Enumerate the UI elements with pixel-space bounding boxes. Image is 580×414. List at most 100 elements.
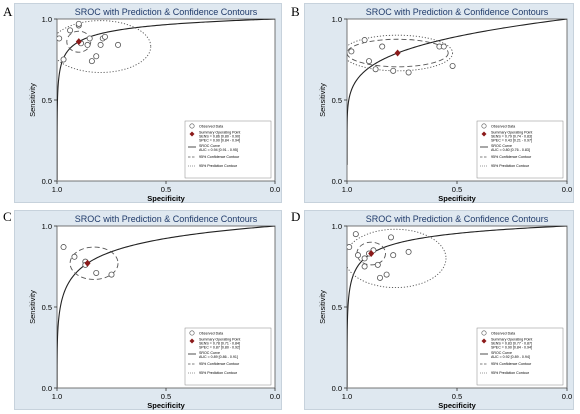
legend-box — [184, 327, 272, 386]
observed-point — [57, 35, 63, 42]
confidence-contour — [66, 30, 92, 53]
legend-auc-value: AUC = 0.89 [0.86 - 0.91] — [199, 355, 238, 359]
legend: Observed Data Summary Operating PointSENS… — [476, 120, 564, 179]
observed-point — [97, 41, 104, 48]
observed-point — [361, 263, 368, 270]
y-axis-label: Sensitivity — [318, 83, 327, 117]
panel-letter-d: D — [291, 209, 301, 224]
observed-point — [115, 41, 122, 48]
observed-point — [366, 58, 373, 65]
observed-point — [440, 43, 447, 50]
legend-box — [476, 327, 564, 386]
legend-box — [476, 120, 564, 179]
prediction-contour — [347, 34, 454, 72]
chart-title: SROC with Prediction & Confidence Contou… — [75, 214, 258, 224]
legend: Observed Data Summary Operating PointSENS… — [184, 327, 272, 386]
legend-summary-label: Summary Operating Point — [199, 131, 240, 135]
x-tick-label: 1.0 — [52, 392, 62, 401]
legend-sroc-label: SROC Curve — [199, 144, 220, 148]
legend-observed-symbol — [481, 123, 487, 129]
y-tick-label: 0.0 — [42, 384, 52, 393]
observed-point — [60, 244, 67, 251]
y-tick-label: 0.5 — [42, 303, 52, 312]
legend-spec-value: SPEC = 0.43 [0.21 - 0.97] — [491, 139, 532, 143]
x-tick-label: 0.5 — [161, 392, 171, 401]
y-tick-label: 0.0 — [42, 177, 52, 186]
legend-summary-symbol — [189, 338, 195, 344]
legend-spec-value: SPEC = 0.90 [0.84 - 0.94] — [491, 346, 532, 350]
observed-point — [361, 37, 368, 44]
chart-panel-d: SROC with Prediction & Confidence Contou… — [304, 210, 574, 410]
x-axis-label: Specificity — [147, 401, 185, 410]
observed-point — [75, 20, 82, 27]
legend-summary-label: Summary Operating Point — [491, 131, 532, 135]
x-tick-label: 0.5 — [452, 392, 462, 401]
observed-point — [405, 69, 412, 76]
y-axis-label: Sensitivity — [28, 290, 37, 324]
legend-observed-symbol — [481, 330, 487, 336]
legend-auc-value: AUC = 0.92 [0.89 - 0.94] — [491, 355, 530, 359]
x-axis-label: Specificity — [147, 194, 185, 203]
y-tick-label: 1.0 — [42, 15, 52, 24]
x-tick-label: 0.5 — [452, 185, 462, 194]
observed-point — [84, 41, 91, 48]
y-tick-label: 0.0 — [332, 384, 342, 393]
legend-confidence-label: 95% Confidence Contour — [491, 362, 532, 366]
y-tick-label: 0.0 — [332, 177, 342, 186]
observed-point — [101, 33, 108, 40]
x-tick-label: 0.5 — [161, 185, 171, 194]
observed-point — [60, 56, 67, 63]
legend-summary-symbol — [189, 131, 195, 137]
observed-point — [390, 252, 397, 259]
legend: Observed Data Summary Operating PointSENS… — [476, 327, 564, 386]
confidence-contour — [347, 38, 449, 68]
chart-panel-c: SROC with Prediction & Confidence Contou… — [14, 210, 282, 410]
legend-prediction-label: 95% Prediction Contour — [491, 164, 530, 168]
y-tick-label: 1.0 — [42, 222, 52, 231]
sroc-chart-b: SROC with Prediction & Confidence Contou… — [318, 7, 572, 203]
legend-spec-value: SPEC = 0.90 [0.84 - 0.94] — [199, 139, 240, 143]
y-tick-label: 0.5 — [42, 96, 52, 105]
legend-spec-value: SPEC = 0.87 [0.80 - 0.92] — [199, 346, 240, 350]
chart-panel-b: SROC with Prediction & Confidence Contou… — [304, 3, 574, 203]
legend-observed-symbol — [189, 123, 195, 129]
legend-summary-symbol — [481, 338, 487, 344]
legend-confidence-label: 95% Confidence Contour — [199, 155, 240, 159]
legend-sroc-label: SROC Curve — [491, 144, 512, 148]
sroc-curve — [347, 19, 567, 165]
legend-box — [184, 120, 272, 179]
panel-letter-b: B — [291, 4, 300, 19]
legend-observed-label: Observed Data — [491, 125, 515, 129]
y-tick-label: 1.0 — [332, 15, 342, 24]
legend-observed-label: Observed Data — [199, 332, 223, 336]
observed-point — [86, 35, 93, 42]
x-axis-label: Specificity — [438, 401, 476, 410]
x-tick-label: 0.0 — [562, 185, 572, 194]
legend-sens-value: SENS = 0.83 [0.77 - 0.87] — [491, 342, 532, 346]
plot-content — [57, 226, 275, 388]
x-tick-label: 0.0 — [270, 185, 280, 194]
legend-observed-label: Observed Data — [199, 125, 223, 129]
legend-observed-label: Observed Data — [491, 332, 515, 336]
y-tick-label: 0.5 — [332, 96, 342, 105]
summary-point — [394, 49, 401, 57]
y-axis-label: Sensitivity — [318, 290, 327, 324]
legend-auc-value: AUC = 0.80 [0.76 - 0.83] — [491, 148, 530, 152]
observed-point — [93, 53, 100, 60]
observed-point — [352, 231, 359, 238]
observed-point — [71, 253, 78, 260]
legend-confidence-label: 95% Confidence Contour — [491, 155, 532, 159]
y-tick-label: 1.0 — [332, 222, 342, 231]
observed-point — [372, 66, 379, 73]
legend-prediction-label: 95% Prediction Contour — [491, 371, 530, 375]
observed-point — [108, 271, 115, 278]
x-axis-label: Specificity — [438, 194, 476, 203]
y-axis-label: Sensitivity — [28, 83, 37, 117]
y-tick-label: 0.5 — [332, 303, 342, 312]
chart-title: SROC with Prediction & Confidence Contou… — [366, 214, 549, 224]
observed-point — [88, 58, 95, 65]
observed-point — [383, 271, 390, 278]
observed-point — [67, 27, 74, 34]
summary-point — [75, 38, 82, 46]
legend-summary-label: Summary Operating Point — [491, 338, 532, 342]
